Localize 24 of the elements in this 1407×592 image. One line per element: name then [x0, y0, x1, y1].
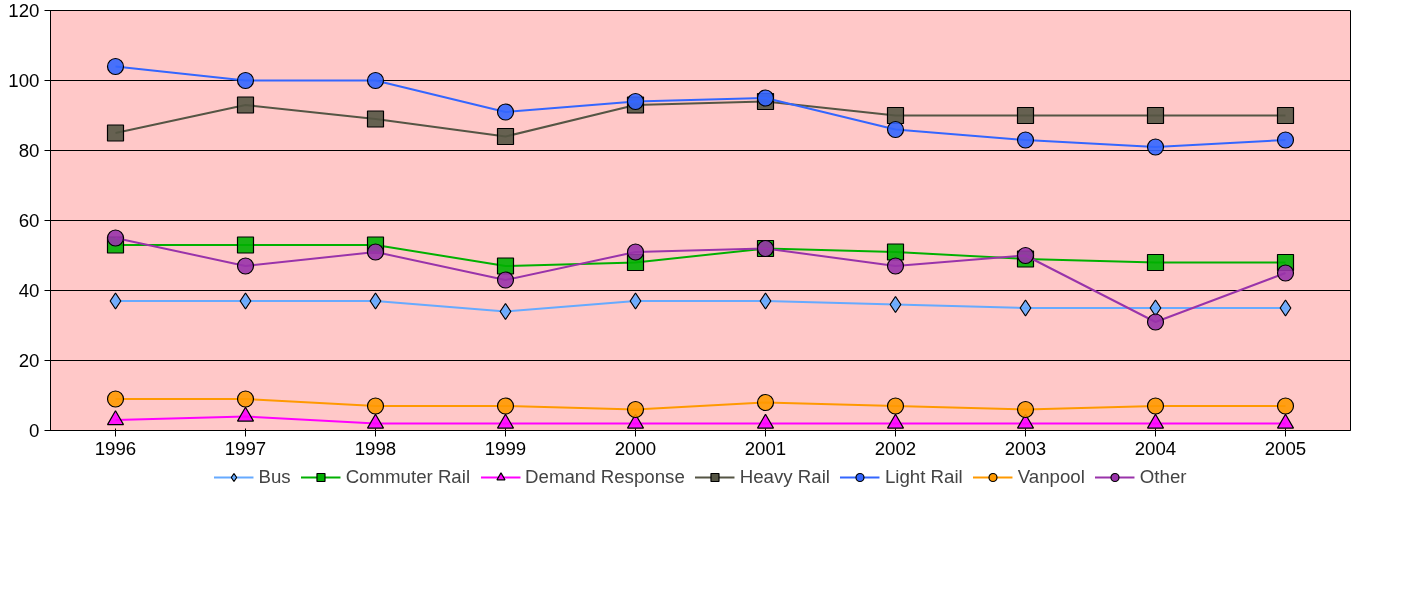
legend-label: Vanpool	[1017, 466, 1085, 488]
x-tick-label: 2002	[874, 437, 917, 459]
legend-label: Heavy Rail	[739, 466, 830, 488]
legend-label: Commuter Rail	[345, 466, 471, 488]
x-tick-label: 2000	[614, 437, 657, 459]
x-tick-label: 1996	[94, 437, 137, 459]
x-tick-label: 2001	[744, 437, 787, 459]
x-tick-label: 1997	[224, 437, 267, 459]
y-tick-label: 20	[18, 350, 40, 371]
legend-label: Bus	[258, 466, 291, 488]
y-tick-label: 40	[18, 280, 40, 301]
legend-label: Other	[1139, 466, 1187, 488]
x-tick-label: 1998	[354, 437, 397, 459]
y-tick-label: 0	[29, 420, 40, 441]
y-tick-label: 60	[18, 210, 40, 231]
x-tick-label: 1999	[484, 437, 527, 459]
x-tick-label: 2003	[1004, 437, 1047, 459]
x-tick-label: 2005	[1264, 437, 1307, 459]
y-tick-label: 80	[18, 140, 40, 161]
y-tick-label: 120	[8, 0, 40, 21]
x-tick-label: 2004	[1134, 437, 1177, 459]
legend-label: Demand Response	[525, 466, 685, 488]
y-tick-label: 100	[8, 70, 40, 91]
legend-label: Light Rail	[884, 466, 963, 488]
